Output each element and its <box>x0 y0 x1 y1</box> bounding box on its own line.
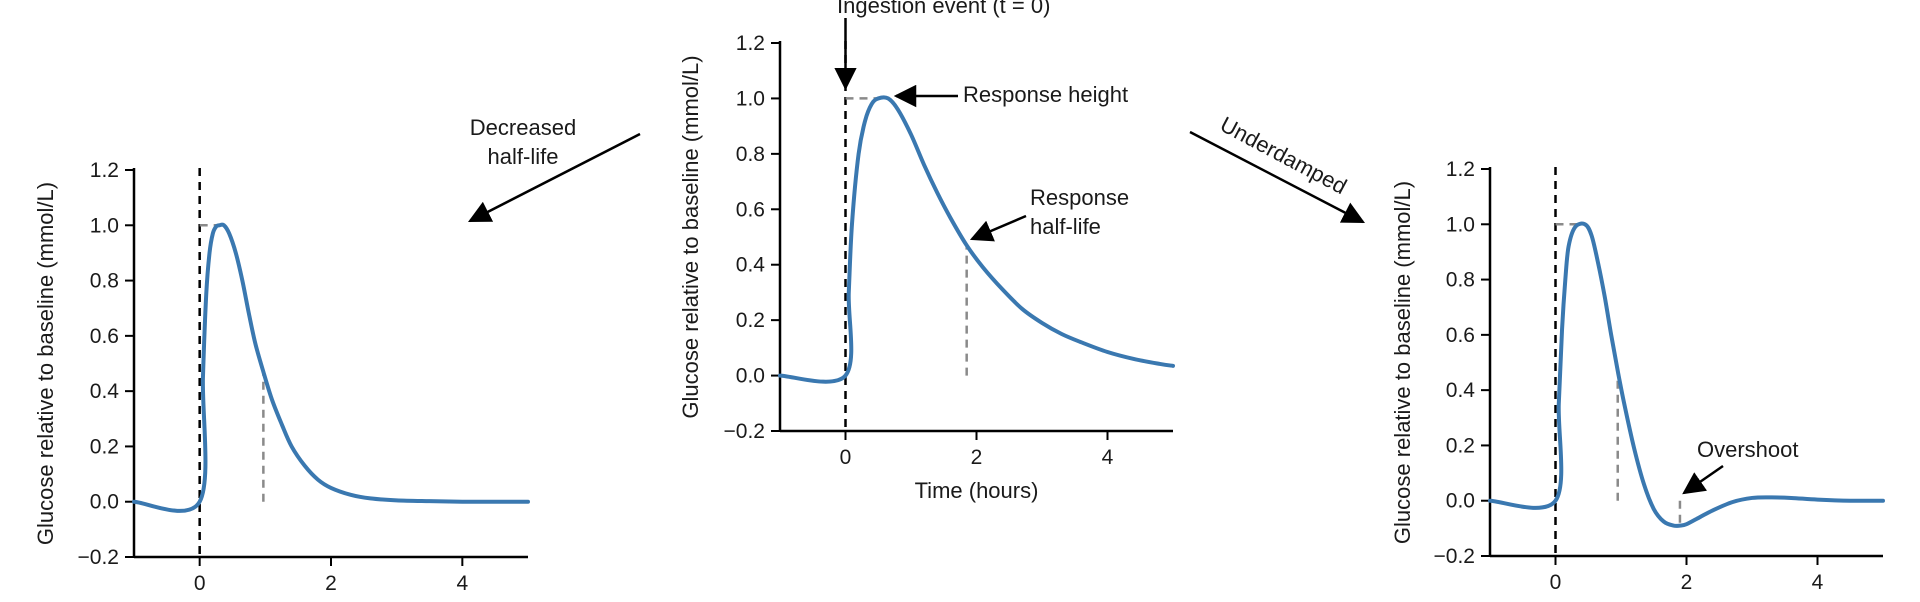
right-y-tick-label: −0.2 <box>1434 545 1475 568</box>
right-y-tick-label: 1.2 <box>1446 158 1475 181</box>
transition-left-arrow <box>467 132 641 223</box>
response-height-label: Response height <box>963 82 1128 107</box>
ingestion-event-label: Ingestion event (t = 0) <box>837 0 1050 18</box>
center-y-tick-label: 0.0 <box>736 365 765 388</box>
left-x-tick-label: 4 <box>456 572 468 595</box>
center-y-axis-label: Glucose relative to baseline (mmol/L) <box>678 55 703 418</box>
center-x-tick-label: 0 <box>840 446 852 469</box>
center-x-tick-label: 4 <box>1102 446 1114 469</box>
response-half-life-arrow <box>969 214 1027 242</box>
center-panel-reference-response: −0.2 0.0 0.2 0.4 0.6 0.8 1.0 1.2 0 2 4 Glucose rela… <box>678 0 1175 503</box>
center-y-tick-label: 0.2 <box>736 309 765 332</box>
transition-right-annotation: Underdamped <box>1189 112 1365 224</box>
center-y-tick-label: −0.2 <box>724 420 765 443</box>
right-x-tick-label: 0 <box>1550 571 1562 594</box>
left-y-tick-label: 0.6 <box>90 325 119 348</box>
left-x-tick-label: 0 <box>194 572 206 595</box>
left-y-tick-label: −0.2 <box>78 546 119 569</box>
right-y-tick-label: 0.0 <box>1446 490 1475 513</box>
center-y-tick-label: 1.2 <box>736 32 765 55</box>
overshoot-arrow <box>1682 464 1724 495</box>
left-y-tick-label: 1.0 <box>90 214 119 237</box>
center-x-axis-label: Time (hours) <box>915 478 1039 503</box>
overshoot-label: Overshoot <box>1697 437 1799 462</box>
transition-right-arrow <box>1189 130 1365 224</box>
left-y-tick-label: 0.0 <box>90 491 119 514</box>
left-y-tick-label: 0.8 <box>90 270 119 293</box>
left-glucose-curve <box>132 222 530 513</box>
left-y-tick-label: 1.2 <box>90 159 119 182</box>
right-x-tick-label: 4 <box>1812 571 1824 594</box>
center-y-tick-label: 1.0 <box>736 87 765 110</box>
center-y-tick-label: 0.4 <box>736 254 766 277</box>
response-half-life-label-line1: Response <box>1030 185 1129 210</box>
left-panel-decreased-half-life: −0.2 0.0 0.2 0.4 0.6 0.8 1.0 1.2 0 2 4 Glucose rela… <box>33 159 530 595</box>
right-y-axis-label: Glucose relative to baseline (mmol/L) <box>1390 181 1415 544</box>
center-x-tick-label: 2 <box>971 446 983 469</box>
center-y-tick-label: 0.6 <box>736 198 765 221</box>
transition-left-line2: half-life <box>488 144 559 169</box>
left-y-tick-label: 0.4 <box>90 380 120 403</box>
transition-left-annotation: Decreased half-life <box>467 115 641 223</box>
right-panel-underdamped: −0.2 0.0 0.2 0.4 0.6 0.8 1.0 1.2 0 2 4 Glucose rela… <box>1390 158 1885 594</box>
right-y-tick-label: 0.4 <box>1446 379 1476 402</box>
right-x-tick-label: 2 <box>1681 571 1693 594</box>
right-y-tick-label: 0.6 <box>1446 324 1475 347</box>
left-y-tick-label: 0.2 <box>90 435 119 458</box>
center-glucose-curve <box>778 95 1175 384</box>
transition-left-line1: Decreased <box>470 115 576 140</box>
right-y-tick-label: 1.0 <box>1446 213 1475 236</box>
left-y-axis-label: Glucose relative to baseline (mmol/L) <box>33 182 58 545</box>
left-x-tick-label: 2 <box>325 572 337 595</box>
right-glucose-curve <box>1488 221 1885 528</box>
right-y-tick-label: 0.2 <box>1446 434 1475 457</box>
right-y-tick-label: 0.8 <box>1446 269 1475 292</box>
response-half-life-label-line2: half-life <box>1030 214 1101 239</box>
center-y-tick-label: 0.8 <box>736 143 765 166</box>
